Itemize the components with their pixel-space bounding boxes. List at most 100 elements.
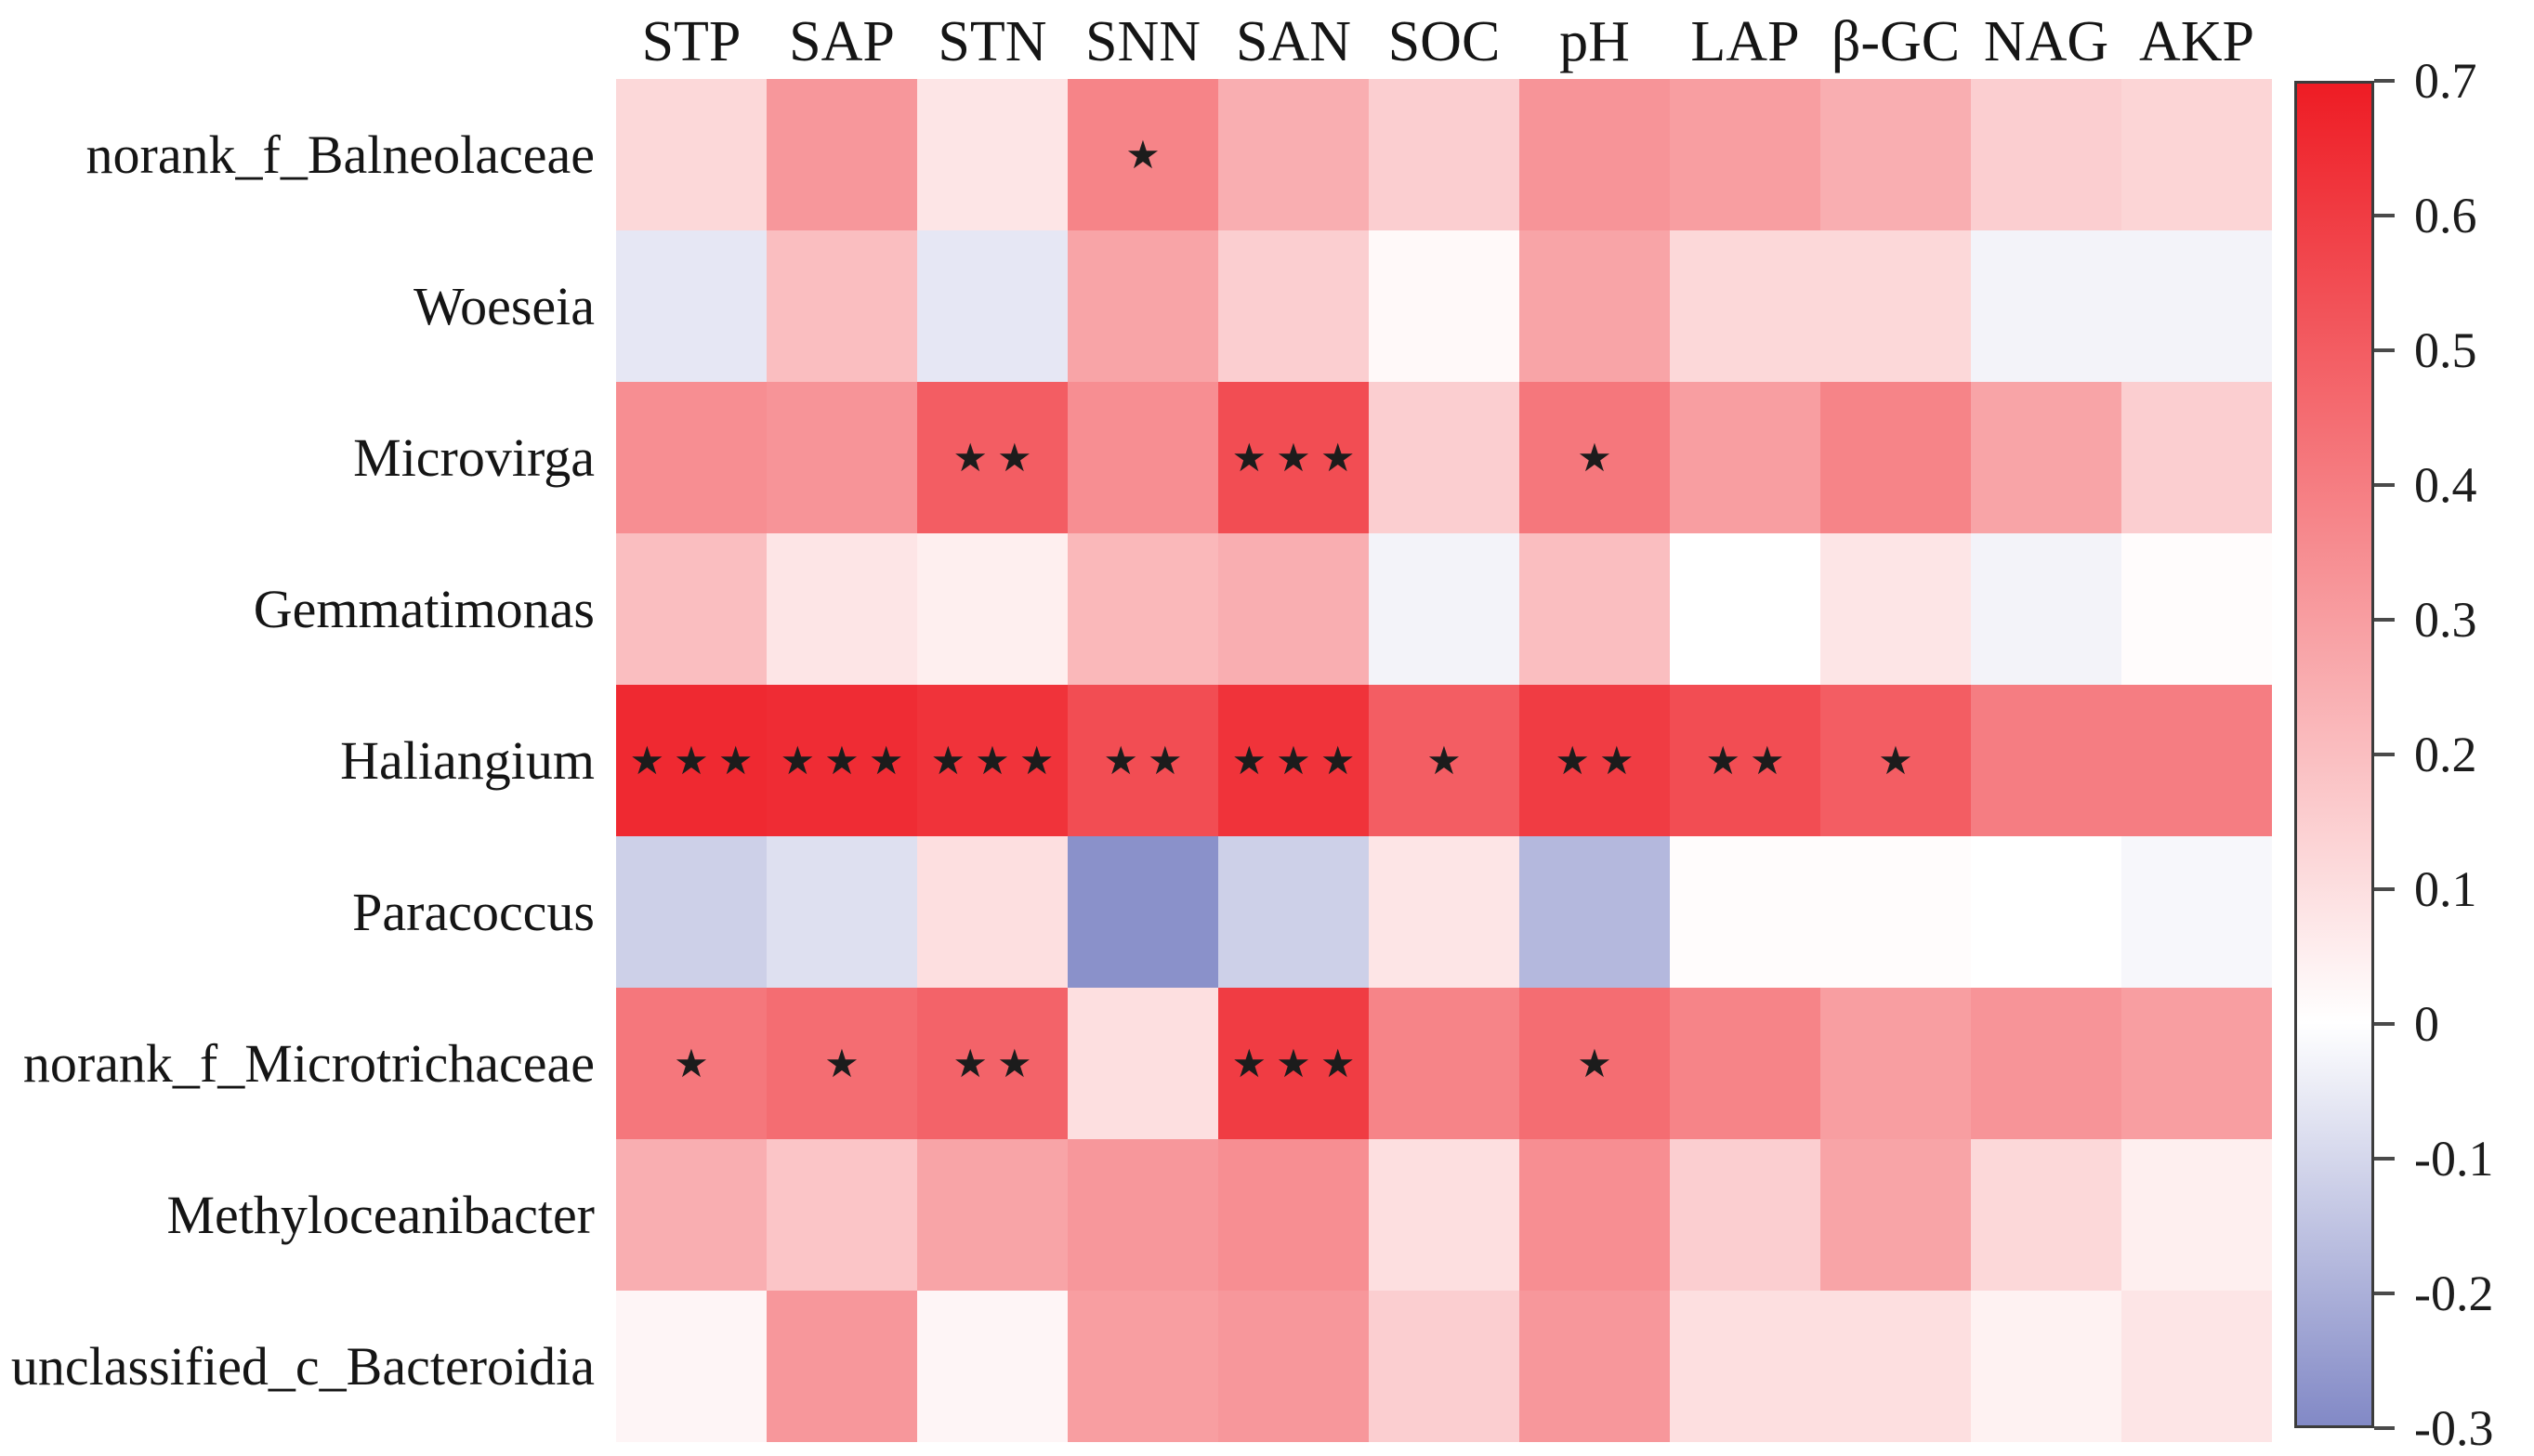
heatmap-cell [2121, 1139, 2272, 1291]
heatmap-cell: ★★ [917, 382, 1068, 533]
colorbar-tick-label: 0.6 [2414, 188, 2477, 243]
colorbar-tick [2374, 887, 2395, 891]
heatmap-cell [1068, 1139, 1218, 1291]
colorbar-tick [2374, 483, 2395, 487]
heatmap-cell [767, 230, 917, 382]
heatmap-cell [767, 836, 917, 988]
significance-stars: ★ [824, 1040, 869, 1086]
column-header-7: pH [1559, 10, 1630, 73]
heatmap-cell [2121, 1291, 2272, 1442]
significance-stars: ★★★ [629, 737, 763, 783]
row-label-4: Gemmatimonas [253, 578, 595, 639]
heatmap-cell [1218, 1291, 1369, 1442]
colorbar-tick-label: 0.5 [2414, 322, 2477, 378]
heatmap-cell: ★ [1820, 685, 1971, 836]
significance-stars: ★★★ [1231, 737, 1365, 783]
significance-stars: ★★★ [1231, 434, 1365, 480]
row-label-9: unclassified_c_Bacteroidia [10, 1335, 595, 1397]
heatmap-cell [1369, 382, 1519, 533]
heatmap-cell [1218, 1139, 1369, 1291]
colorbar-tick [2374, 1157, 2395, 1161]
heatmap-cell [917, 79, 1068, 230]
heatmap-cell [1369, 1291, 1519, 1442]
heatmap-cell: ★ [1369, 685, 1519, 836]
heatmap-cell [1670, 79, 1820, 230]
heatmap-cell [767, 533, 917, 685]
colorbar-tick [2374, 753, 2395, 756]
heatmap-cell [1971, 79, 2121, 230]
heatmap-cell [1971, 230, 2121, 382]
row-label-3: Microvirga [353, 426, 595, 488]
colorbar-tick-label: -0.1 [2414, 1131, 2494, 1187]
heatmap-cell [1820, 988, 1971, 1139]
heatmap-cell [1971, 382, 2121, 533]
heatmap-cell [1519, 1291, 1670, 1442]
heatmap-cell [1068, 988, 1218, 1139]
heatmap-cell [2121, 988, 2272, 1139]
heatmap-cell: ★★ [917, 988, 1068, 1139]
colorbar-tick [2374, 214, 2395, 217]
heatmap-cell: ★★★ [1218, 988, 1369, 1139]
heatmap-cell [616, 836, 767, 988]
heatmap-grid: ★ ★★ ★★★ ★ ★★★ ★★★ ★★★ ★★ ★★★ ★ ★★ ★★ ★ ★ ★ ★★ ★★★ ★ [616, 79, 2272, 1442]
heatmap-cell [1068, 836, 1218, 988]
significance-stars: ★★ [1555, 737, 1644, 783]
heatmap-cell [1971, 685, 2121, 836]
colorbar-tick-label: -0.3 [2414, 1400, 2494, 1456]
significance-stars: ★ [1426, 737, 1471, 783]
heatmap-cell [1820, 382, 1971, 533]
row-label-6: Paracoccus [352, 881, 595, 942]
column-header-1: STP [641, 10, 742, 73]
heatmap-cell [2121, 79, 2272, 230]
heatmap-cell [1670, 1291, 1820, 1442]
heatmap-cell [2121, 685, 2272, 836]
heatmap-cell [1670, 836, 1820, 988]
heatmap-cell: ★ [1519, 988, 1670, 1139]
heatmap-cell: ★★★ [1218, 685, 1369, 836]
significance-stars: ★★ [1103, 737, 1192, 783]
significance-stars: ★★ [952, 1040, 1042, 1086]
heatmap-cell [1820, 79, 1971, 230]
heatmap-cell: ★ [767, 988, 917, 1139]
heatmap-cell [917, 1139, 1068, 1291]
heatmap-cell [1670, 1139, 1820, 1291]
heatmap-cell [1068, 533, 1218, 685]
row-labels: norank_f_Balneolaceae Woeseia Microvirga Ge… [0, 79, 595, 1442]
heatmap-cell: ★★ [1519, 685, 1670, 836]
heatmap-cell [767, 1139, 917, 1291]
column-headers: STP SAP STN SNN SAN SOC pH LAP β-GC NAG AKP [616, 6, 2272, 76]
heatmap-cell [1068, 382, 1218, 533]
heatmap-cell [1068, 1291, 1218, 1442]
colorbar-tick [2374, 618, 2395, 622]
colorbar-tick [2374, 79, 2395, 83]
colorbar-tick-label: 0 [2414, 996, 2439, 1052]
column-header-6: SOC [1387, 10, 1501, 73]
heatmap-cell: ★ [1519, 382, 1670, 533]
heatmap-cell: ★★★ [616, 685, 767, 836]
significance-stars: ★ [1125, 131, 1170, 177]
heatmap-cell: ★★★ [917, 685, 1068, 836]
heatmap-cell [1670, 230, 1820, 382]
heatmap-cell [1369, 230, 1519, 382]
heatmap-cell [1369, 1139, 1519, 1291]
heatmap-cell: ★★★ [1218, 382, 1369, 533]
heatmap-cell [1820, 1291, 1971, 1442]
heatmap-cell [1519, 230, 1670, 382]
column-header-10: NAG [1983, 10, 2109, 73]
heatmap-cell [1519, 1139, 1670, 1291]
heatmap-cell: ★ [1068, 79, 1218, 230]
significance-stars: ★★★ [930, 737, 1064, 783]
heatmap-cell [1670, 533, 1820, 685]
row-label-7: norank_f_Microtrichaceae [22, 1032, 595, 1094]
heatmap-cell [1820, 1139, 1971, 1291]
column-header-2: SAP [789, 10, 895, 73]
heatmap-cell [1971, 1139, 2121, 1291]
heatmap-cell [1369, 836, 1519, 988]
heatmap-cell [1971, 533, 2121, 685]
colorbar-tick-label: 0.4 [2414, 457, 2477, 513]
row-label-2: Woeseia [413, 275, 595, 336]
heatmap-cell: ★ [616, 988, 767, 1139]
heatmap-cell [1519, 79, 1670, 230]
colorbar-tick-label: 0.2 [2414, 727, 2477, 782]
colorbar-tick [2374, 1426, 2395, 1430]
